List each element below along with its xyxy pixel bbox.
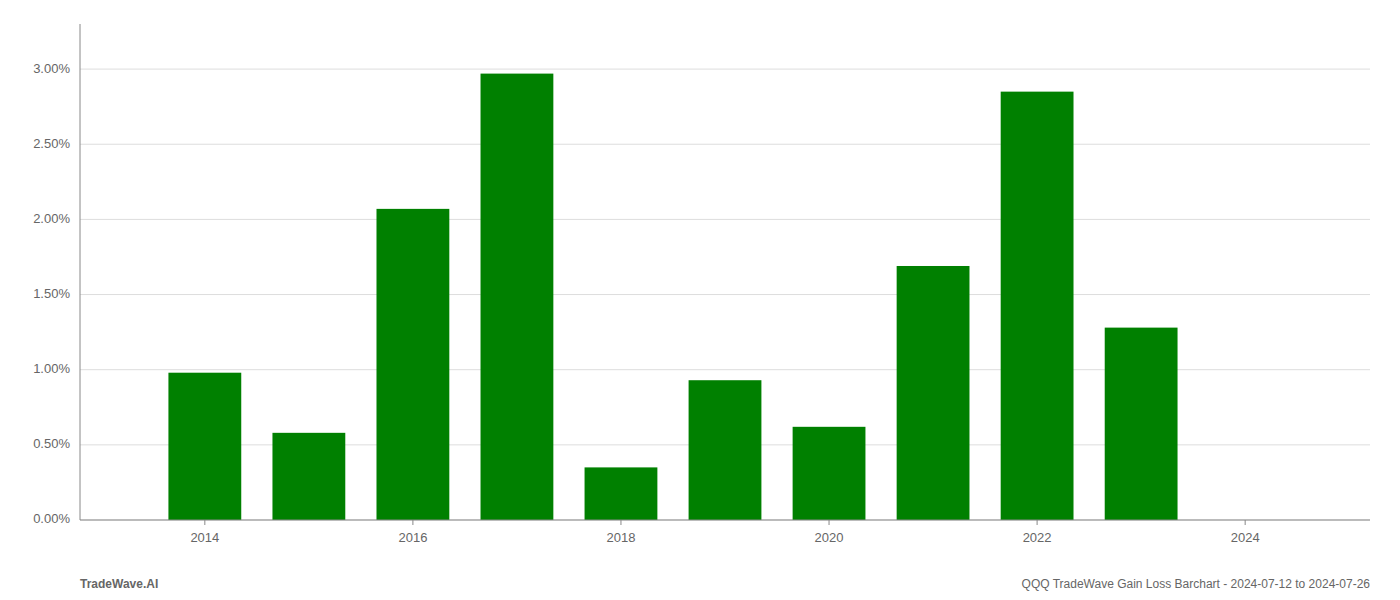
x-tick: [1245, 520, 1246, 525]
bar: [1001, 92, 1074, 520]
bar: [168, 373, 241, 520]
x-tick-label: 2018: [607, 530, 636, 545]
x-tick-label: 2024: [1231, 530, 1260, 545]
bar: [376, 209, 449, 520]
grid-line: [80, 294, 1370, 295]
grid-line: [80, 520, 1370, 521]
bar: [585, 467, 658, 520]
bar: [1105, 328, 1178, 520]
y-grid: [80, 69, 1370, 520]
bar: [793, 427, 866, 520]
x-tick-label: 2020: [815, 530, 844, 545]
grid-line: [80, 69, 1370, 70]
bar: [272, 433, 345, 520]
bars: [168, 74, 1177, 520]
footer-left: TradeWave.AI: [80, 577, 158, 591]
bar: [897, 266, 970, 520]
chart: 0.00% 0.50% 1.00% 1.50% 2.00% 2.50% 3.00% 2014 2…: [0, 0, 1400, 600]
x-tick-label: 2022: [1023, 530, 1052, 545]
y-axis-line: [80, 24, 81, 520]
x-tick: [829, 520, 830, 525]
y-tick-label: 3.00%: [33, 61, 70, 76]
y-tick-label: 0.50%: [33, 436, 70, 451]
x-tick-label: 2014: [190, 530, 219, 545]
footer-right: QQQ TradeWave Gain Loss Barchart - 2024-…: [1022, 577, 1371, 591]
y-tick-label: 1.50%: [33, 286, 70, 301]
x-tick: [1037, 520, 1038, 525]
grid-line: [80, 144, 1370, 145]
x-tick: [412, 520, 413, 525]
bar: [481, 74, 554, 520]
bar: [689, 380, 762, 520]
x-tick-label: 2016: [398, 530, 427, 545]
grid-line: [80, 219, 1370, 220]
y-tick-label: 2.50%: [33, 136, 70, 151]
y-tick-label: 2.00%: [33, 211, 70, 226]
y-tick-label: 1.00%: [33, 361, 70, 376]
x-tick: [204, 520, 205, 525]
y-tick-label: 0.00%: [33, 511, 70, 526]
x-axis-line: [80, 520, 1370, 521]
x-tick: [620, 520, 621, 525]
